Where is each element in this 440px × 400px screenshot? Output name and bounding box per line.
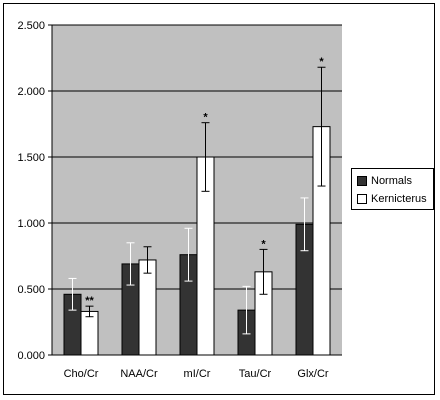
significance-mark: * (319, 56, 324, 68)
legend: Normals Kernicterus (351, 168, 434, 210)
x-tick-label: Cho/Cr (64, 368, 99, 380)
y-tick-label: 1.000 (17, 218, 45, 230)
significance-marks: ***** (85, 56, 324, 307)
x-tick-label: Tau/Cr (239, 368, 272, 380)
y-tick-label: 2.000 (17, 86, 45, 98)
legend-swatch-normals (357, 176, 367, 187)
x-tick-labels: Cho/Cr NAA/Cr mI/Cr Tau/Cr Glx/Cr (64, 368, 329, 380)
significance-mark: * (203, 112, 208, 124)
bars (63, 126, 331, 356)
x-tick-label: NAA/Cr (120, 368, 158, 380)
legend-swatch-kernicterus (357, 194, 367, 205)
legend-label-normals: Normals (371, 175, 412, 187)
significance-mark: ** (85, 295, 94, 307)
error-bars (68, 66, 326, 335)
x-tick-label: mI/Cr (184, 368, 211, 380)
y-tick-label: 1.500 (17, 152, 45, 164)
legend-label-kernicterus: Kernicterus (371, 193, 427, 205)
legend-item-kernicterus: Kernicterus (357, 192, 427, 206)
x-tick-label: Glx/Cr (297, 368, 329, 380)
y-tick-label: 0.000 (17, 350, 45, 362)
bar (138, 259, 157, 356)
bar (80, 310, 99, 356)
legend-item-normals: Normals (357, 174, 412, 188)
significance-mark: * (261, 238, 266, 250)
y-tick-label: 2.500 (17, 20, 45, 32)
y-tick-labels: 0.000 0.500 1.000 1.500 2.000 2.500 (17, 20, 45, 362)
y-tick-label: 0.500 (17, 284, 45, 296)
